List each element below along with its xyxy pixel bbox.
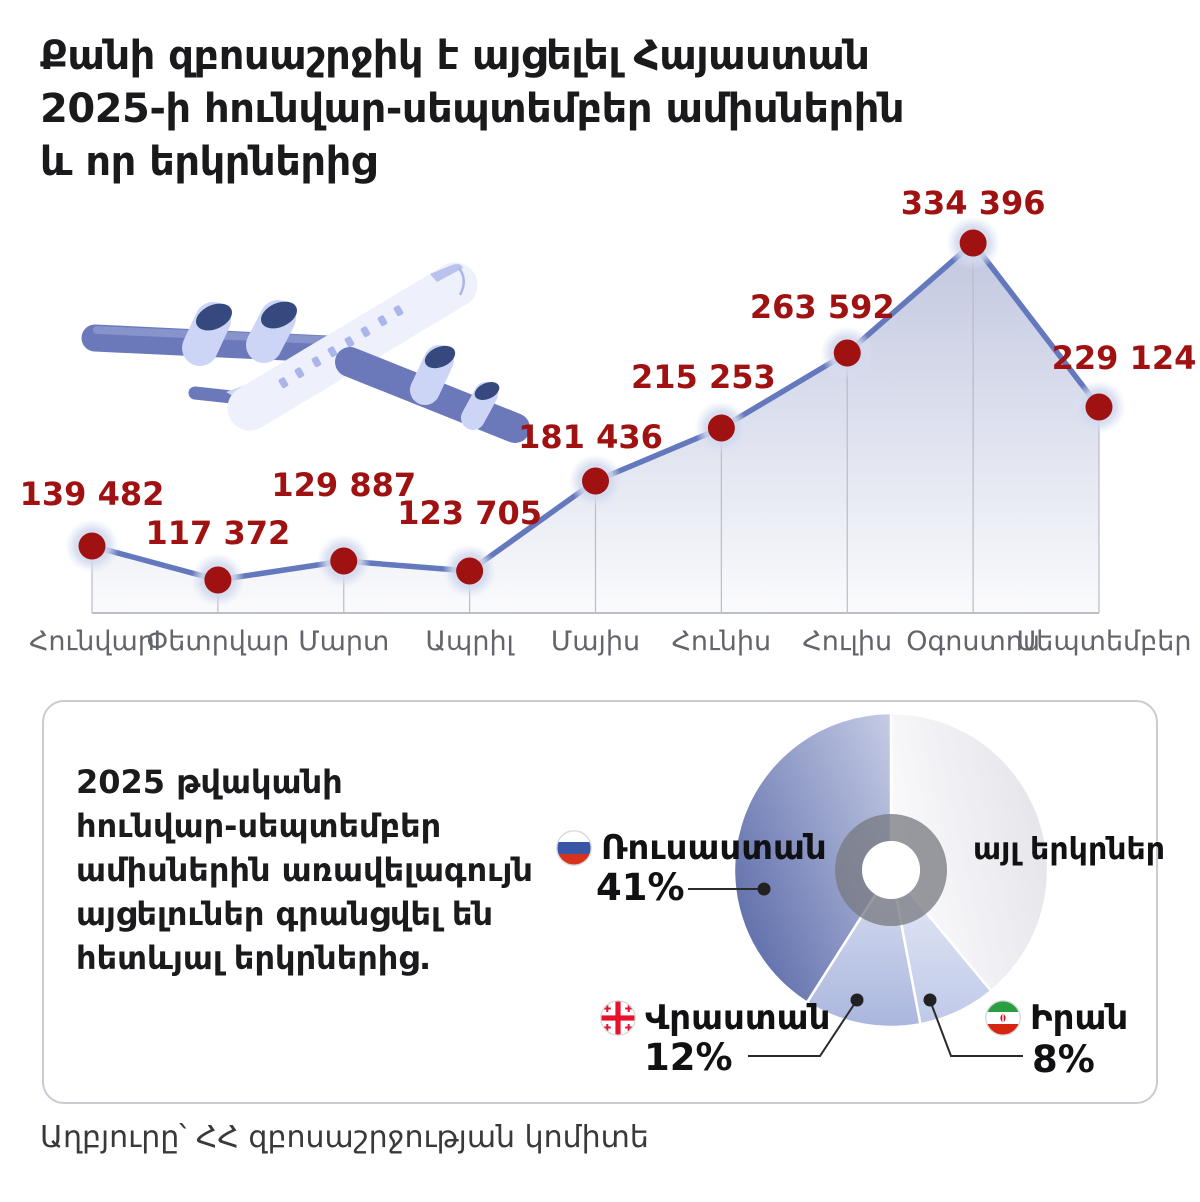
summary-line: ամիսներին առավելագույն xyxy=(76,851,533,889)
point-value-label: 215 253 xyxy=(631,358,776,396)
legend-russia-pct: 41% xyxy=(596,866,685,909)
russia-flag-icon xyxy=(556,830,592,866)
legend-georgia: Վրաստան xyxy=(600,998,830,1038)
legend-iran-label: Իրան xyxy=(1030,998,1129,1038)
donut-slice-russia xyxy=(732,711,893,1004)
data-point xyxy=(1085,393,1113,421)
point-value-label: 229 124 xyxy=(1052,339,1197,377)
airplane-cockpit xyxy=(430,264,463,282)
month-label: Օգոստոս xyxy=(906,626,1040,657)
point-value-label: 139 482 xyxy=(20,475,165,513)
point-value-label: 123 705 xyxy=(397,494,542,532)
legend-russia-label: Ռուսաստան xyxy=(601,828,827,868)
summary-line: 2025 թվականի xyxy=(76,763,343,801)
callout-line-georgia xyxy=(748,1002,856,1057)
page-title: Քանի զբոսաշրջիկ է այցելել Հայաստան 2025-… xyxy=(40,30,960,189)
summary-line: հունվար-սեպտեմբեր xyxy=(76,807,442,845)
data-point xyxy=(204,566,232,594)
airplane-windows xyxy=(278,305,404,389)
callout-dot-georgia xyxy=(850,993,864,1007)
airplane-engine-far-2 xyxy=(246,300,298,363)
point-value-label: 334 396 xyxy=(901,184,1046,222)
summary-text: 2025 թվականի հունվար-սեպտեմբեր ամիսներին… xyxy=(76,760,533,980)
legend-iran-pct: 8% xyxy=(1032,1038,1095,1081)
legend-iran: Իրան xyxy=(985,998,1128,1038)
iran-flag-icon xyxy=(985,1000,1021,1036)
point-value-label: 181 436 xyxy=(518,418,663,456)
summary-line: հետևյալ երկրներից. xyxy=(76,939,432,977)
airplane-engine-near-2 xyxy=(461,381,500,430)
title-line-2: 2025-ի հունվար-սեպտեմբեր ամիսներին xyxy=(40,86,905,132)
donut-callouts xyxy=(688,882,1023,1057)
data-point xyxy=(582,467,609,495)
data-point xyxy=(456,557,484,585)
summary-line: այցելուներ գրանցվել են xyxy=(76,895,494,933)
month-label: Մայիս xyxy=(551,626,640,657)
month-label: Փետրվար xyxy=(146,626,289,657)
legend-georgia-pct: 12% xyxy=(644,1036,733,1079)
summary-box xyxy=(42,700,1158,1104)
data-point xyxy=(959,229,987,257)
airplane-engine-near-1 xyxy=(410,345,456,405)
source-note: Աղբյուրը՝ ՀՀ զբոսաշրջության կոմիտե xyxy=(40,1120,649,1155)
georgia-flag-icon xyxy=(600,1000,636,1036)
callout-line-iran xyxy=(930,1002,1023,1057)
airplane-engine-far-1 xyxy=(182,302,233,366)
month-label: Հունիս xyxy=(672,626,772,657)
title-line-3: և որ երկրներից xyxy=(40,139,377,185)
legend-other-label: այլ երկրներ xyxy=(973,832,1166,867)
donut-inner-ring xyxy=(835,814,947,926)
airplane-illustration xyxy=(81,262,530,443)
month-label: Ապրիլ xyxy=(425,626,515,657)
legend-georgia-label: Վրաստան xyxy=(645,998,831,1038)
point-value-label: 117 372 xyxy=(146,514,291,552)
title-line-1: Քանի զբոսաշրջիկ է այցելել Հայաստան xyxy=(40,33,870,79)
data-point xyxy=(707,414,735,442)
month-label: Հուլիս xyxy=(802,626,892,657)
airplane-nose-line xyxy=(457,267,465,296)
data-point xyxy=(833,339,861,367)
data-point xyxy=(78,532,106,560)
callout-dot-iran xyxy=(923,993,937,1007)
month-label: Սեպտեմբեր xyxy=(1016,626,1191,657)
countries-donut-chart xyxy=(732,711,1050,1029)
data-point xyxy=(330,547,358,575)
point-value-label: 129 887 xyxy=(271,466,416,504)
donut-slice-other xyxy=(889,711,1050,993)
callout-dot-russia xyxy=(757,882,771,896)
donut-hole xyxy=(862,841,920,899)
point-value-label: 263 592 xyxy=(750,288,895,326)
legend-russia: Ռուսաստան xyxy=(556,828,827,868)
month-label: Հունվար xyxy=(29,626,155,657)
month-label: Մարտ xyxy=(298,626,389,657)
